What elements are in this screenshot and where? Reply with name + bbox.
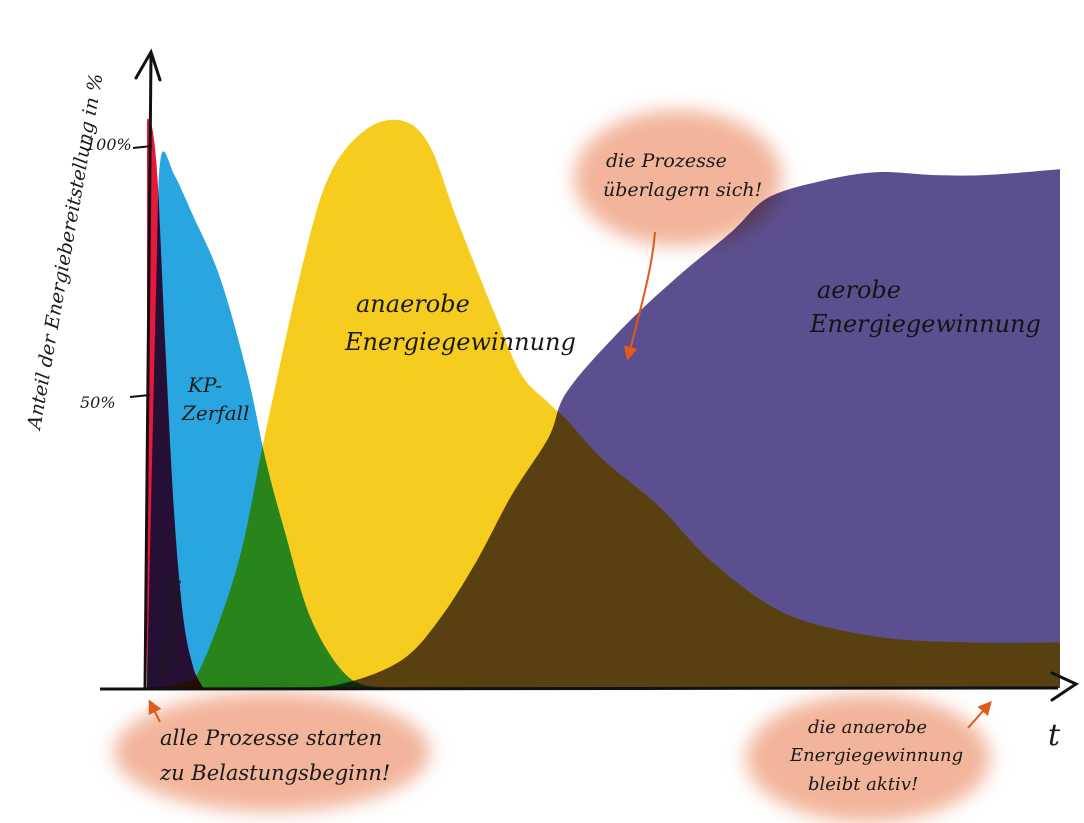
annotation-start-line1: alle Prozesse starten [160,726,382,750]
y-tick-100 [132,145,153,149]
label-aerob-line1: aerobe [817,276,901,304]
y-tick-label-100: 100% [86,135,132,154]
annotation-active-line3: bleibt aktiv! [808,774,918,795]
x-axis-line [99,686,1059,691]
bubble-overlap [574,110,782,246]
annotation-overlap-line2: überlagern sich! [603,179,762,201]
annotation-start-line2: zu Belastungsbeginn! [159,761,390,785]
area-kp-zerfall [147,151,385,688]
annotation-active-line2: Energiegewinnung [789,745,963,766]
x-axis-arrow [1050,671,1080,702]
label-kp-line2: Zerfall [181,401,249,425]
bubble-active [746,694,990,822]
y-tick-50 [129,394,151,398]
y-axis-arrow [134,48,162,82]
annotation-overlap-line1: die Prozesse [606,150,727,172]
arrow-start [148,699,162,723]
x-axis-title: t [1048,718,1061,753]
arrow-active [967,700,992,729]
bubble-start [114,692,430,812]
area-aerobe-energiegewinnung [147,169,1060,689]
y-tick-label-50: 50% [80,393,116,412]
y-axis-title: Anteil der Energiebereitstellung in % [23,72,108,433]
annotation-arrows [148,231,992,729]
label-aerob-line2: Energiegewinnung [809,310,1041,338]
annotation-active-line1: die anaerobe [808,717,927,738]
label-anaerob-line1: anaerobe [356,290,470,318]
axes [99,48,1080,702]
area-atp-zerfall [147,118,211,688]
label-anaerob-line2: Energiegewinnung [344,328,576,356]
arrow-overlap [623,231,656,361]
annotation-bubbles [114,110,990,822]
area-series-group [147,118,1060,689]
y-axis-line [143,54,153,691]
label-kp-line1: KP- [187,373,222,397]
area-anaerobe-energiegewinnung [147,119,1060,688]
